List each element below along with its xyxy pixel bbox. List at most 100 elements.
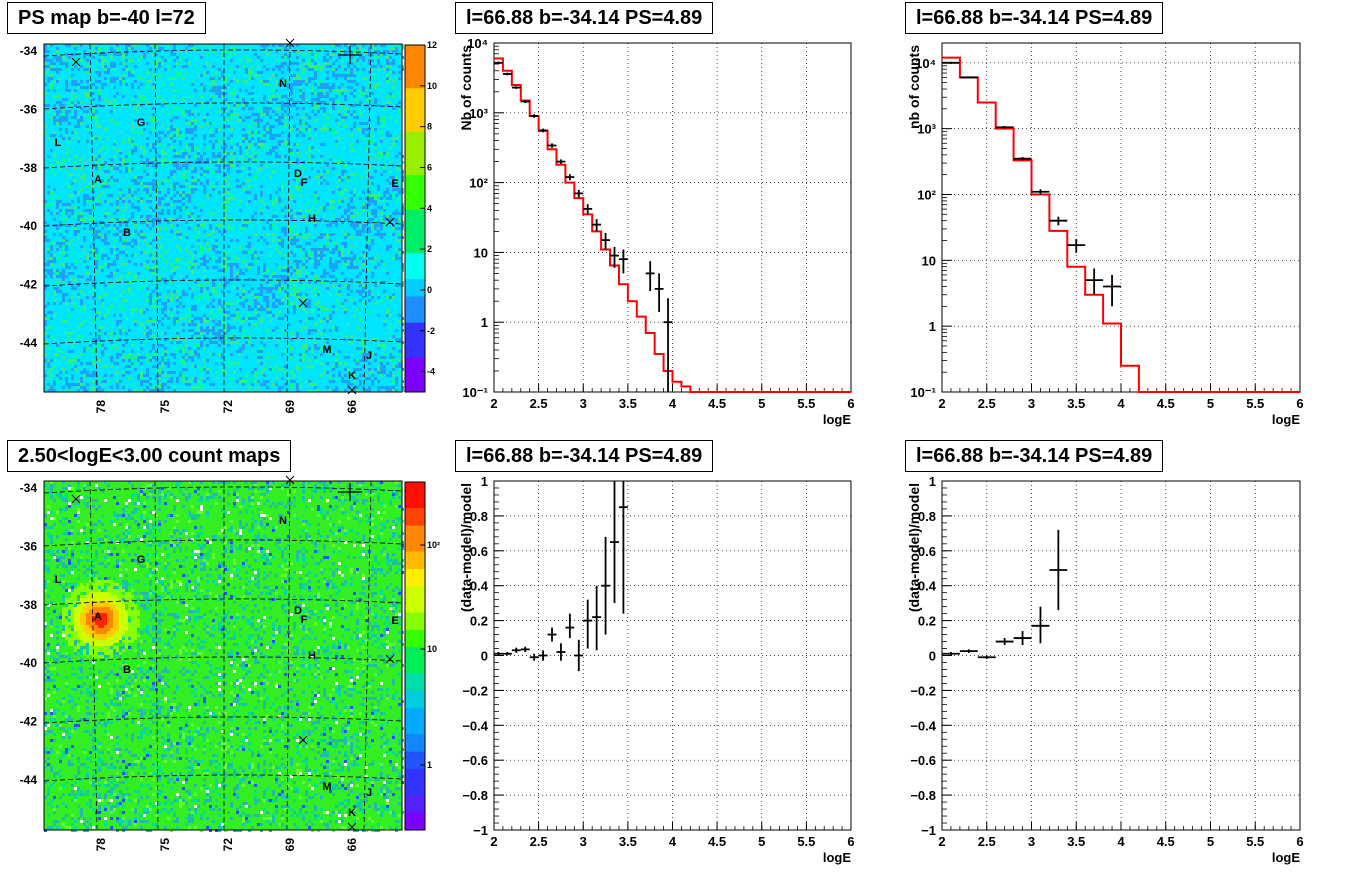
source-label-G: G: [137, 117, 146, 129]
y-tick-label: 0.8: [470, 509, 488, 524]
residual-title-left: l=66.88 b=-34.14 PS=4.89: [455, 440, 714, 472]
spectrum-title-right: l=66.88 b=-34.14 PS=4.89: [905, 2, 1164, 34]
map-x-tick-label: 66: [345, 400, 359, 414]
map-x-tick-label: 66: [345, 838, 359, 852]
x-tick-label: 3: [1028, 834, 1035, 849]
x-tick-label: 2: [490, 396, 497, 411]
y-tick-label: 0.6: [470, 544, 488, 559]
map-y-tick-label: -34: [20, 481, 38, 495]
x-tick-label: 4: [669, 396, 677, 411]
count-map-title: 2.50<logE<3.00 count maps: [7, 440, 292, 472]
chart-panel-3: 2 2.5 3 3.5 4 4.5 5 5.5 6 −1 −0.8 −0.6 −0.4 −0.2 0 0.2 0…: [906, 474, 1304, 865]
y-tick-label: 0.8: [918, 509, 936, 524]
source-label-B: B: [123, 664, 131, 676]
colorbar-label: 1: [427, 760, 432, 770]
x-tick-label: 5.5: [797, 834, 815, 849]
plot-frame: [493, 480, 852, 831]
y-tick-label: 10²: [917, 187, 936, 202]
colorbar-label: 10: [427, 81, 437, 91]
source-label-L: L: [55, 137, 62, 149]
x-tick-label: 3: [1028, 396, 1035, 411]
map-frame: [43, 43, 403, 393]
x-tick-label: 5: [758, 396, 765, 411]
ps-map-title: PS map b=-40 l=72: [7, 2, 206, 34]
map-frame: [43, 480, 403, 831]
source-label-J: J: [366, 350, 372, 362]
source-label-J: J: [366, 787, 372, 799]
x-tick-label: 4: [1117, 396, 1125, 411]
map-x-tick-label: 69: [283, 838, 297, 852]
map-x-tick-label: 69: [283, 400, 297, 414]
graticule-parallel: [43, 598, 403, 606]
model-step-line: [494, 57, 851, 393]
map-y-tick-label: -44: [20, 336, 38, 350]
y-tick-label: −0.6: [910, 753, 936, 768]
x-axis-label: logE: [1272, 412, 1300, 427]
colorbar-label: 8: [427, 122, 432, 132]
y-axis-label: (data-model)/model: [906, 483, 922, 612]
map-x-tick-label: 78: [94, 400, 108, 414]
source-label-A: A: [94, 611, 102, 623]
x-tick-label: 3.5: [1067, 834, 1085, 849]
x-tick-label: 5: [1207, 396, 1214, 411]
y-tick-label: 1: [929, 474, 936, 489]
y-tick-label: −0.8: [910, 788, 936, 803]
source-label-E: E: [391, 178, 398, 190]
crosshair-marker: [338, 483, 362, 501]
colorbar-label: 6: [427, 162, 432, 172]
colorbar-label: 2: [427, 244, 432, 254]
x-tick-label: 2.5: [978, 834, 996, 849]
x-tick-label: 4.5: [708, 396, 726, 411]
x-tick-label: 4.5: [1157, 396, 1175, 411]
colorbar: 12 10 8 6 4 2 0 -2 -4: [404, 40, 437, 393]
x-tick-label: 2: [490, 834, 497, 849]
y-tick-label: −0.8: [462, 788, 488, 803]
source-label-F: F: [301, 177, 308, 189]
x-marker: [285, 475, 295, 485]
source-label-E: E: [391, 615, 398, 627]
crosshair-marker: [338, 46, 362, 64]
map-x-tick-label: 75: [158, 400, 172, 414]
x-tick-label: 3: [580, 834, 587, 849]
x-tick-label: 5: [758, 834, 765, 849]
colorbar-label: -4: [427, 367, 435, 377]
plot-frame: [493, 42, 852, 393]
source-label-K: K: [348, 807, 356, 819]
graticule-parallel: [43, 337, 403, 345]
x-tick-label: 6: [847, 396, 854, 411]
colorbar: 10² 10 1: [404, 481, 440, 831]
y-tick-label: −1: [473, 823, 488, 838]
y-tick-label: −0.4: [462, 718, 488, 733]
x-tick-label: 6: [1296, 396, 1303, 411]
y-tick-label: −0.6: [462, 753, 488, 768]
map-y-tick-label: -38: [20, 161, 38, 175]
colorbar-label: 0: [427, 285, 432, 295]
y-tick-label: 10⁻¹: [910, 385, 936, 400]
graticule-parallel: [43, 102, 403, 110]
y-tick-label: 0: [929, 649, 936, 664]
map-x-tick-label: 78: [94, 838, 108, 852]
y-tick-label: 0.2: [918, 614, 936, 629]
source-label-N: N: [279, 78, 287, 90]
map-y-tick-label: -40: [20, 656, 38, 670]
map-y-tick-label: -38: [20, 598, 38, 612]
source-label-B: B: [123, 227, 131, 239]
graticule-parallel: [43, 774, 403, 782]
x-tick-label: 4: [1117, 834, 1125, 849]
x-tick-label: 5: [1207, 834, 1214, 849]
map-y-tick-label: -36: [20, 102, 38, 116]
x-tick-label: 2.5: [530, 834, 548, 849]
x-tick-label: 2: [938, 396, 945, 411]
y-tick-label: 10³: [469, 106, 488, 121]
source-label-L: L: [55, 574, 62, 586]
source-label-G: G: [137, 554, 146, 566]
x-marker: [385, 654, 395, 664]
x-tick-label: 6: [1296, 834, 1303, 849]
x-tick-label: 5.5: [1246, 396, 1264, 411]
x-tick-label: 2.5: [978, 396, 996, 411]
source-label-H: H: [308, 213, 316, 225]
map-y-tick-label: -36: [20, 539, 38, 553]
x-tick-label: 3: [580, 396, 587, 411]
y-axis-label: Nb of counts: [458, 45, 474, 131]
y-tick-label: 10: [922, 253, 936, 268]
